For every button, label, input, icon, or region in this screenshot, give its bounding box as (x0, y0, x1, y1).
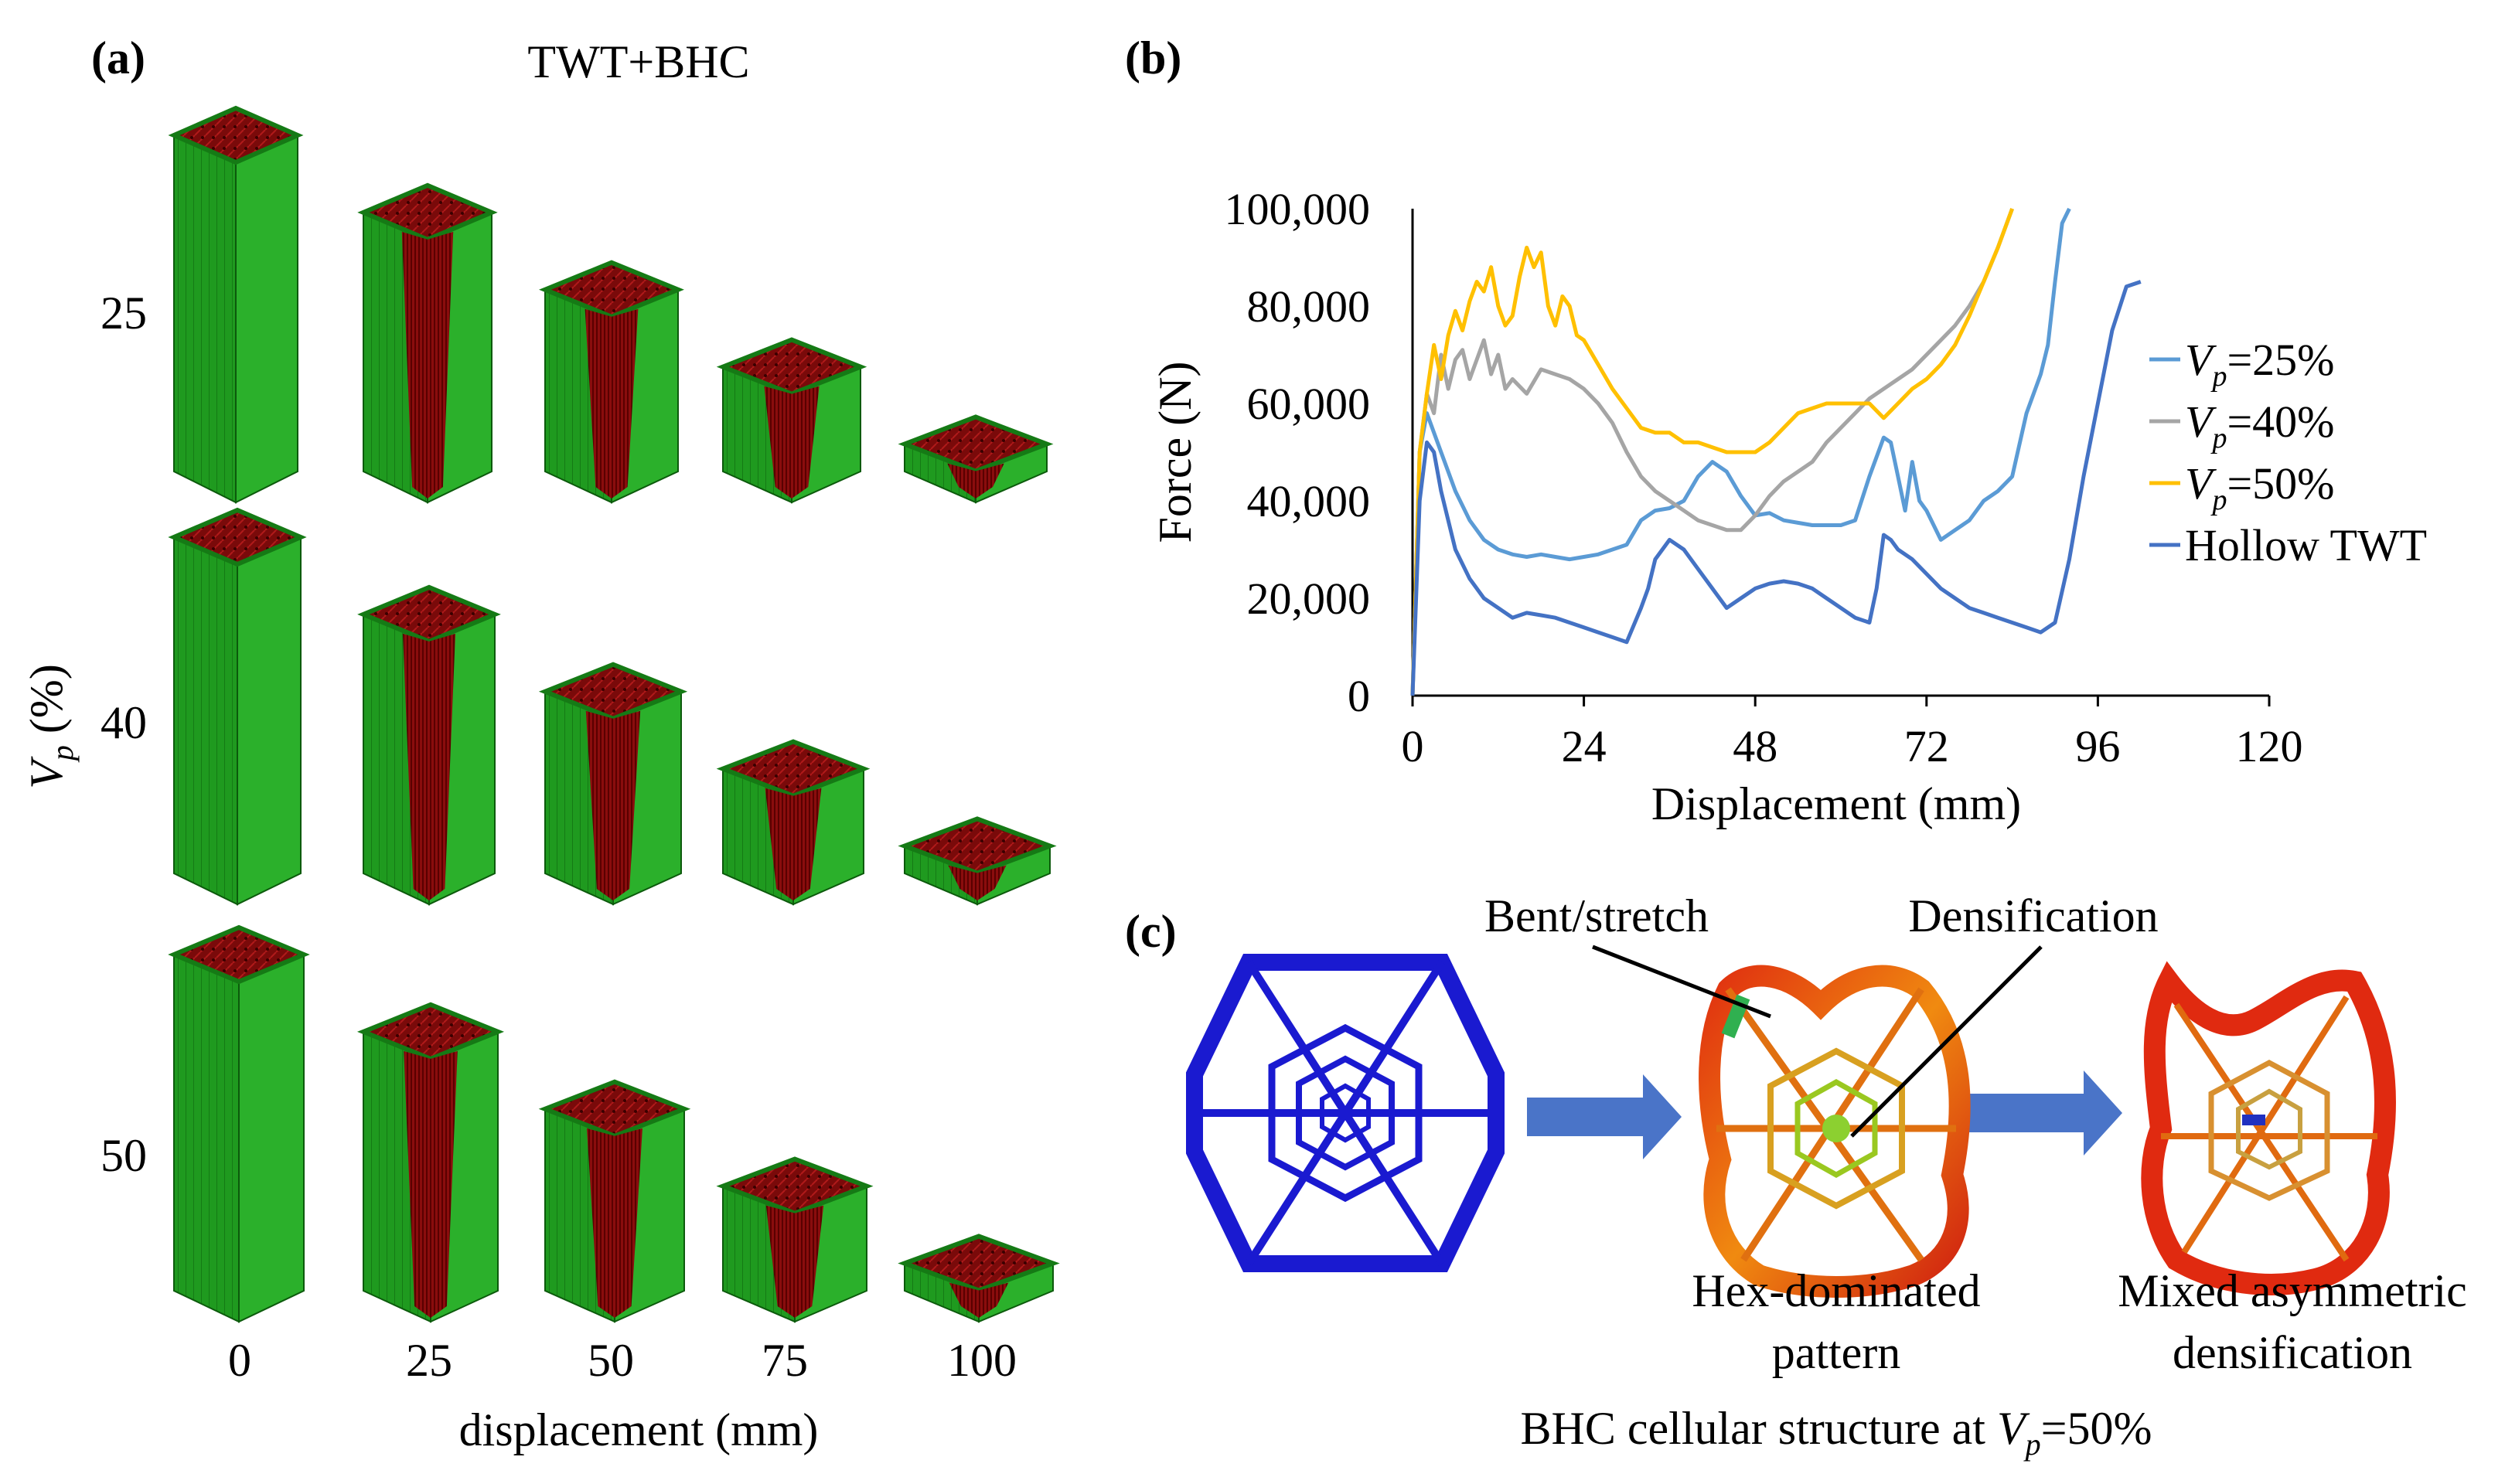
annotation-leader-line (1850, 945, 2043, 1138)
arrow-icon (1968, 1070, 2122, 1156)
specimen-image (357, 182, 498, 504)
specimen-image (168, 507, 307, 906)
annotation-leader-line (1592, 945, 1771, 1019)
legend-entry: Vp=40% (2185, 397, 2334, 454)
row-label-40: 40 (101, 697, 147, 748)
x-axis-ticks: 0 24 48 72 96 120 (1402, 696, 2303, 771)
panel-c-caption: BHC cellular structure at Vp=50% (1521, 1403, 2152, 1462)
bhc-cell-mixed-asymmetric-image (2141, 961, 2396, 1295)
y-tick-label: 60,000 (1247, 379, 1371, 429)
caption-mixed-line1: Mixed asymmetric (2118, 1265, 2467, 1316)
col-label-50: 50 (588, 1335, 634, 1386)
specimen-image (898, 1234, 1060, 1323)
y-axis-label: Force (N) (1150, 362, 1201, 543)
panel-a-xlabel: displacement (mm) (459, 1404, 819, 1455)
col-label-100: 100 (947, 1335, 1017, 1386)
specimen-image (168, 924, 310, 1323)
y-axis-ticks: 0 20,000 40,000 60,000 80,000 100,000 (1225, 184, 1371, 721)
svg-text:Force (N): Force (N) (1150, 362, 1201, 543)
series-line-2 (1410, 208, 2014, 696)
specimen-image (898, 816, 1057, 906)
specimen-image (716, 337, 867, 504)
specimen-image (356, 1002, 505, 1323)
panel-c: (c) Bent/stret (1125, 890, 2467, 1462)
series-line-1 (1410, 208, 2014, 696)
specimen-image (716, 1156, 874, 1323)
caption-mixed-line2: densification (2173, 1327, 2412, 1378)
panel-a-title: TWT+BHC (527, 36, 749, 87)
x-tick-label: 120 (2236, 721, 2303, 771)
series-line-3 (1410, 280, 2142, 696)
y-tick-label: 0 (1348, 671, 1370, 721)
annotation-bent-stretch: Bent/stretch (1484, 890, 1709, 941)
specimen-image (716, 739, 871, 906)
x-tick-label: 96 (2075, 721, 2120, 771)
svg-text:Vp (%): Vp (%) (21, 664, 80, 789)
specimen-image (898, 414, 1054, 504)
bhc-cell-initial-image (1186, 954, 1505, 1272)
legend-entry: Hollow TWT (2185, 520, 2427, 570)
annotation-densification: Densification (1908, 890, 2158, 941)
specimen-image (538, 1079, 691, 1323)
panel-a-ylabel: Vp (%) (21, 664, 80, 789)
bhc-cell-hex-dominated-image (1699, 965, 1971, 1298)
caption-hex-line2: pattern (1772, 1327, 1901, 1378)
y-tick-label: 40,000 (1247, 476, 1371, 526)
specimen-image (539, 260, 684, 504)
specimen-grid (168, 105, 1060, 1323)
panel-a: (a) TWT+BHC Vp (%) 25 40 50 0 25 50 75 1… (21, 32, 1060, 1455)
row-label-25: 25 (101, 288, 147, 339)
caption-hex-line1: Hex-dominated (1692, 1265, 1980, 1316)
x-axis-label: Displacement (mm) (1651, 778, 2021, 829)
x-tick-label: 0 (1402, 721, 1424, 771)
x-tick-label: 24 (1562, 721, 1607, 771)
force-displacement-chart: 0 20,000 40,000 60,000 80,000 100,000 0 24 48 72… (1150, 184, 2427, 829)
specimen-image (168, 105, 304, 504)
panel-a-label: (a) (91, 32, 145, 83)
legend-entry: Vp=50% (2185, 458, 2334, 516)
panel-b-label: (b) (1125, 32, 1181, 83)
row-label-50: 50 (101, 1130, 147, 1181)
x-tick-label: 72 (1904, 721, 1949, 771)
panel-b: (b) 0 20,000 40,000 60,000 80,000 100,000 0 24… (1125, 32, 2427, 829)
col-label-25: 25 (406, 1335, 452, 1386)
y-tick-label: 20,000 (1247, 574, 1371, 624)
arrow-icon (1527, 1074, 1682, 1159)
legend-entry: Vp=25% (2185, 335, 2334, 393)
specimen-image (357, 584, 501, 906)
legend: Vp=25%Vp=40%Vp=50%Hollow TWT (2149, 335, 2427, 570)
y-tick-label: 100,000 (1225, 184, 1371, 234)
col-label-0: 0 (228, 1335, 251, 1386)
specimen-image (538, 662, 688, 906)
series-line-0 (1410, 207, 2071, 696)
series-group (1410, 207, 2142, 696)
x-tick-label: 48 (1733, 721, 1777, 771)
y-tick-label: 80,000 (1247, 281, 1371, 332)
col-label-75: 75 (762, 1335, 808, 1386)
panel-c-label: (c) (1125, 906, 1177, 957)
